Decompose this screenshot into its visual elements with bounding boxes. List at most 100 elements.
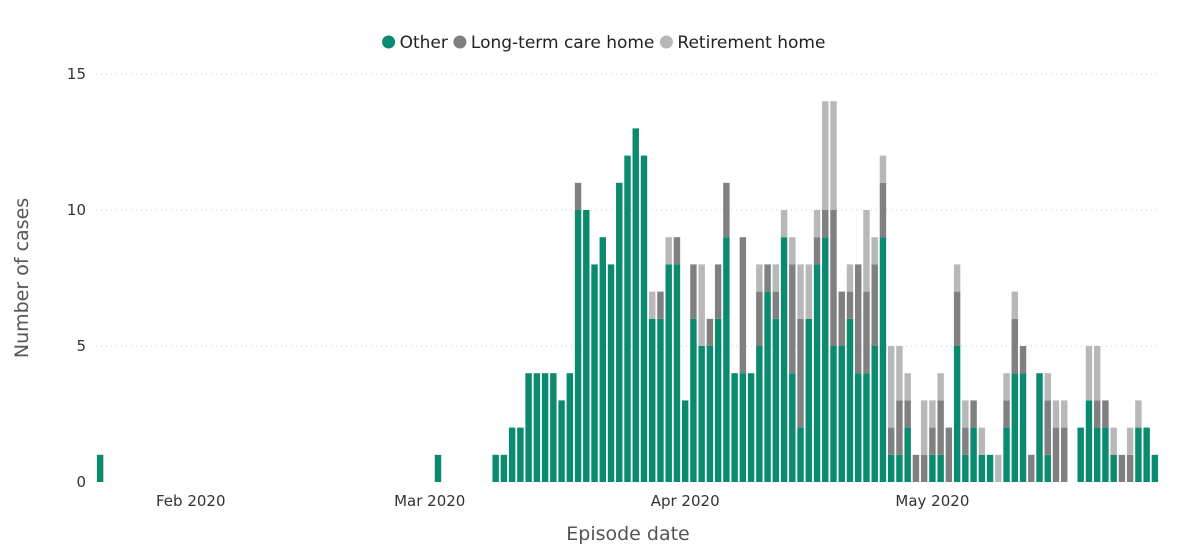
bar-other: [1093, 427, 1101, 482]
bar-retirement-home: [813, 210, 821, 238]
bar-other: [962, 454, 969, 482]
bar-other: [624, 155, 631, 482]
bar-other: [739, 373, 747, 482]
legend-marker: [659, 35, 673, 49]
bar-long-term-care-home: [1028, 454, 1035, 482]
bar-long-term-care-home: [1003, 400, 1010, 428]
bar-long-term-care-home: [962, 427, 969, 455]
bar-other: [764, 291, 771, 482]
bar-long-term-care-home: [574, 182, 582, 210]
bar-other: [681, 400, 689, 482]
bar-other: [1085, 400, 1093, 482]
bar-long-term-care-home: [1011, 318, 1019, 374]
bar-long-term-care-home: [830, 210, 837, 346]
bar-retirement-home: [978, 427, 986, 455]
y-tick-label: 15: [67, 65, 86, 83]
bar-retirement-home: [929, 400, 936, 428]
bar-long-term-care-home: [937, 400, 944, 455]
bar-other: [1151, 454, 1159, 482]
bar-other: [780, 237, 788, 482]
x-axis-title: Episode date: [566, 523, 690, 545]
bar-long-term-care-home: [772, 291, 780, 319]
bar-other: [607, 264, 615, 482]
bar-long-term-care-home: [657, 291, 664, 319]
bar-other: [1110, 454, 1117, 482]
bar-long-term-care-home: [1102, 400, 1109, 428]
bar-retirement-home: [1126, 427, 1134, 455]
bar-long-term-care-home: [673, 237, 681, 265]
bar-other: [772, 318, 780, 482]
bar-retirement-home: [1061, 400, 1068, 428]
bar-retirement-home: [1052, 400, 1060, 428]
bar-retirement-home: [1011, 291, 1019, 319]
bar-other: [756, 346, 763, 482]
bar-other: [1135, 427, 1142, 482]
bar-other: [1036, 373, 1043, 482]
bar-other: [1102, 427, 1109, 482]
legend-label: Other: [400, 33, 448, 53]
bar-other: [558, 400, 565, 482]
legend-item-other: Other: [382, 33, 448, 53]
bar-retirement-home: [879, 155, 887, 183]
bar-retirement-home: [772, 264, 780, 292]
bar-long-term-care-home: [887, 427, 895, 455]
bar-retirement-home: [665, 237, 672, 265]
bar-other: [887, 454, 895, 482]
x-axis-ticks: Feb 2020 Mar 2020 Apr 2020 May 2020: [156, 492, 969, 510]
bar-long-term-care-home: [1044, 400, 1051, 455]
bar-other: [96, 454, 104, 482]
bar-other: [649, 318, 656, 482]
bar-other: [673, 264, 681, 482]
bar-long-term-care-home: [846, 291, 854, 319]
bar-other: [846, 318, 854, 482]
bar-retirement-home: [896, 346, 903, 401]
bar-retirement-home: [649, 291, 656, 319]
bar-other: [1003, 427, 1010, 482]
bar-retirement-home: [953, 264, 961, 292]
bar-long-term-care-home: [945, 427, 953, 482]
bar-other: [896, 454, 903, 482]
y-axis-ticks: 0 5 10 15: [67, 65, 86, 491]
gridlines: [96, 73, 1159, 347]
bar-retirement-home: [1093, 346, 1101, 401]
bar-other: [657, 318, 664, 482]
bar-retirement-home: [1110, 427, 1117, 455]
bar-retirement-home: [830, 101, 837, 210]
bar-other: [508, 427, 516, 482]
bar-long-term-care-home: [896, 400, 903, 455]
x-tick-label: May 2020: [895, 492, 969, 510]
bar-retirement-home: [797, 264, 804, 319]
bar-other: [566, 373, 574, 482]
bar-retirement-home: [780, 210, 788, 238]
bar-other: [822, 237, 829, 482]
bar-long-term-care-home: [714, 264, 722, 319]
bar-retirement-home: [920, 400, 928, 455]
bar-other: [574, 210, 582, 482]
legend-item-long-term-care-home: Long-term care home: [453, 33, 654, 53]
bar-other: [789, 373, 796, 482]
bar-other: [533, 373, 541, 482]
legend-marker: [453, 35, 467, 49]
bar-other: [616, 182, 623, 483]
bar-other: [863, 373, 870, 482]
bar-retirement-home: [698, 264, 705, 346]
bar-retirement-home: [995, 454, 1002, 482]
bar-long-term-care-home: [1126, 454, 1134, 482]
bar-other: [871, 346, 878, 482]
bar-long-term-care-home: [953, 291, 961, 346]
bar-other: [797, 427, 804, 482]
bar-retirement-home: [962, 400, 969, 428]
bar-retirement-home: [871, 237, 878, 265]
bar-other: [550, 373, 557, 482]
bar-other: [591, 264, 598, 482]
bar-other: [879, 237, 887, 482]
bar-long-term-care-home: [764, 264, 771, 292]
bar-retirement-home: [1085, 346, 1093, 401]
bar-long-term-care-home: [797, 318, 804, 428]
bar-long-term-care-home: [1093, 400, 1101, 428]
bar-other: [434, 454, 442, 482]
x-tick-label: Feb 2020: [156, 492, 226, 510]
bar-long-term-care-home: [855, 264, 862, 374]
bar-long-term-care-home: [690, 264, 697, 319]
bar-other: [640, 155, 648, 482]
